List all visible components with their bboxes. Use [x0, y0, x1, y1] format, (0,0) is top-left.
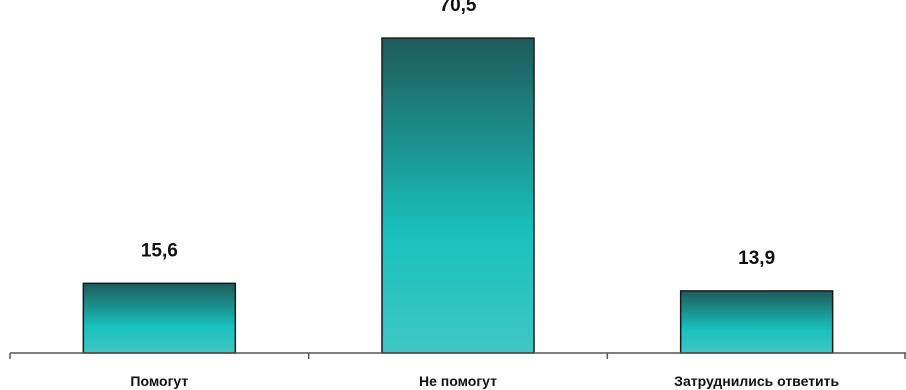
bar-3: [679, 290, 834, 354]
bar-2: [381, 37, 535, 354]
x-tick-label-1: Помогут: [130, 373, 188, 389]
x-tick-label-2: Не помогут: [419, 373, 497, 389]
x-axis: [9, 352, 906, 359]
labels-layer: 15,6 Помогут 70,5 Не помогут 13,9 Затруднилис…: [130, 0, 839, 389]
x-tick-label-3: Затруднились ответить: [674, 373, 839, 389]
data-label-2: 70,5: [440, 0, 477, 16]
data-label-1: 15,6: [141, 240, 178, 261]
bar-1: [82, 282, 237, 354]
data-label-3: 13,9: [738, 248, 775, 269]
bars-layer: [82, 37, 834, 354]
